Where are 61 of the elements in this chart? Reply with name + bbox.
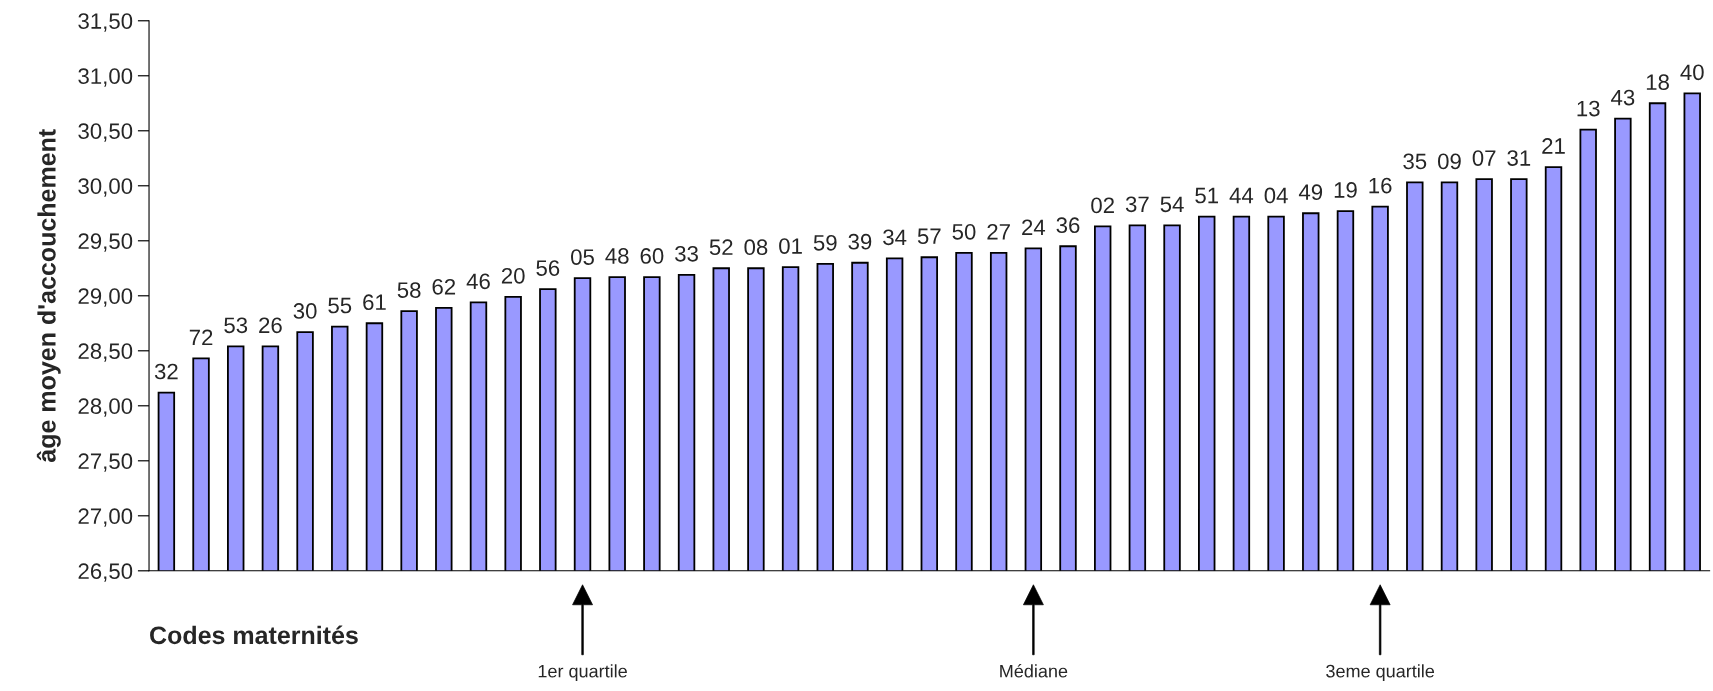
x-tick-label: 34 (883, 229, 907, 246)
x-tick-label: 51 (1195, 187, 1219, 204)
x-tick-label: 32 (154, 363, 178, 380)
x-tick-label: 27 (987, 223, 1010, 240)
x-tick-label: 31 (1507, 150, 1531, 166)
x-tick-label: 26 (259, 317, 282, 334)
x-tick-label: 54 (1160, 196, 1184, 213)
x-tick-label: 24 (1022, 219, 1046, 236)
x-tick-label: 35 (1403, 153, 1427, 170)
x-tick-label: 50 (952, 223, 976, 240)
text: 3eme quartile (1326, 664, 1435, 682)
x-tick-label: 55 (328, 297, 352, 314)
x-axis-title: Codes maternités (150, 625, 358, 645)
y-axis-title: âge moyen d'accouchement (36, 129, 61, 463)
y-tick-label: 30,00 (78, 178, 133, 197)
x-tick-label: 60 (640, 248, 664, 264)
x-tick-label: 07 (1472, 150, 1496, 166)
y-tick-label: 31,50 (78, 13, 133, 32)
x-tick-label: 21 (1542, 138, 1565, 154)
x-tick-label: 36 (1056, 217, 1080, 234)
x-tick-label: 59 (813, 234, 837, 251)
x-tick-label: 18 (1646, 74, 1669, 91)
y-tick-label: 30,50 (78, 123, 133, 142)
x-tick-label: 44 (1229, 187, 1254, 204)
x-tick-label: 72 (189, 329, 213, 346)
x-tick-label: 57 (917, 228, 941, 245)
x-tick-label: 30 (293, 303, 317, 319)
x-tick-label: 56 (536, 260, 560, 276)
x-tick-label: 16 (1369, 177, 1392, 194)
x-tick-label: 08 (744, 239, 768, 256)
x-tick-label: 37 (1125, 196, 1149, 213)
x-tick-label: 33 (675, 245, 698, 262)
text: Médiane (1000, 664, 1068, 678)
x-tick-label: 01 (779, 238, 802, 254)
x-tick-label: 52 (709, 239, 733, 256)
x-tick-label: 46 (466, 273, 490, 290)
x-tick-label: 53 (224, 317, 248, 334)
x-tick-label: 43 (1611, 89, 1635, 106)
text: 1er quartile (538, 664, 627, 682)
x-tick-label: 20 (501, 267, 525, 284)
x-tick-label: 05 (571, 249, 594, 265)
y-tick-label: 29,50 (78, 233, 133, 252)
x-tick-label: 62 (432, 278, 456, 295)
x-tick-label: 49 (1298, 184, 1323, 201)
x-tick-label: 48 (605, 248, 629, 264)
y-tick-label: 27,00 (78, 508, 133, 527)
y-tick-label: 26,50 (78, 563, 133, 582)
y-tick-label: 28,00 (78, 398, 133, 417)
x-tick-label: 19 (1334, 182, 1357, 198)
y-tick-label: 27,50 (78, 453, 133, 472)
x-tick-label: 40 (1680, 64, 1704, 81)
x-tick-label: 61 (363, 294, 386, 311)
x-tick-label: 58 (397, 282, 421, 298)
x-tick-label: 13 (1577, 100, 1600, 117)
x-tick-label: 09 (1437, 153, 1461, 170)
y-tick-label: 29,00 (78, 288, 133, 307)
x-tick-label: 04 (1264, 187, 1288, 204)
y-tick-label: 28,50 (78, 343, 133, 362)
x-tick-label: 02 (1091, 197, 1114, 214)
y-tick-label: 31,00 (78, 68, 133, 87)
x-tick-label: 39 (848, 233, 872, 250)
